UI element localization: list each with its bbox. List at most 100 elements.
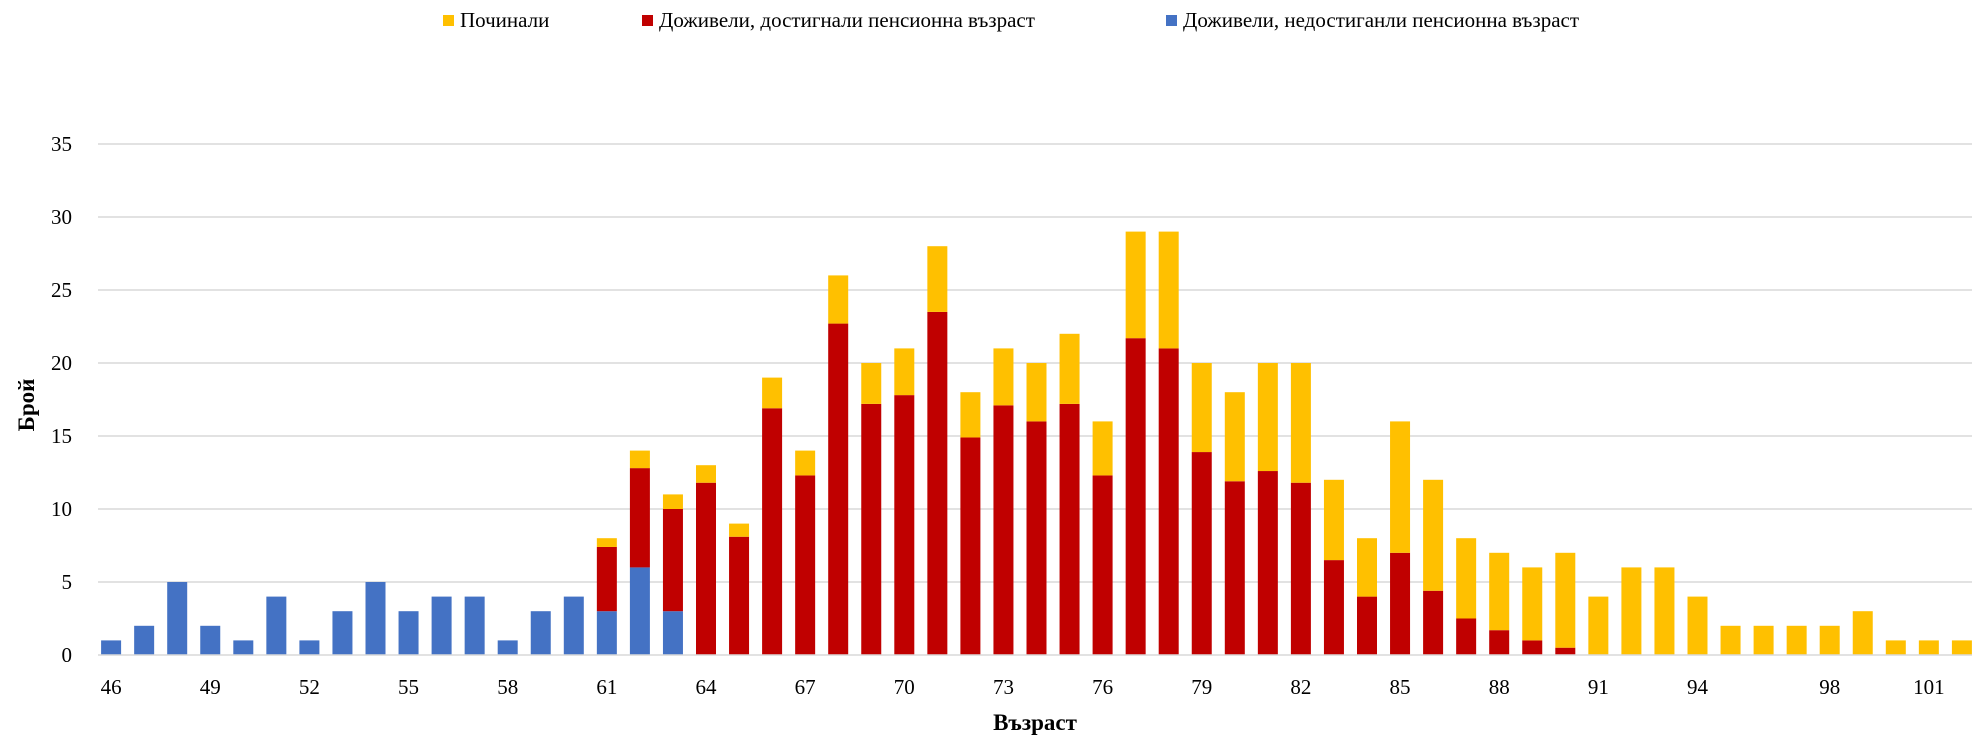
bar-62-series-2: [629, 450, 650, 469]
y-tick-label-0: 0: [62, 643, 73, 667]
bar-50-series-0: [233, 640, 254, 655]
bar-77-series-2: [1125, 231, 1146, 339]
x-tick-label-73: 73: [993, 675, 1014, 699]
x-tick-label-79: 79: [1191, 675, 1212, 699]
bar-90-series-1: [1555, 647, 1576, 655]
bar-59-series-0: [530, 611, 551, 655]
bar-86-series-2: [1423, 479, 1444, 591]
bar-66-series-1: [762, 408, 783, 655]
bar-78-series-2: [1158, 231, 1179, 349]
bar-67-series-2: [795, 450, 816, 476]
bar-97-series-2: [1786, 625, 1807, 655]
bar-58-series-0: [497, 640, 518, 655]
x-axis-ticks: 46 49 52 55 58 61 64 67 70 73 76 79 82 85 88 91 94 98 101: [101, 675, 1945, 699]
bar-65-series-1: [729, 536, 750, 655]
bar-53-series-0: [332, 611, 353, 655]
bar-75-series-1: [1059, 403, 1080, 655]
bar-80-series-1: [1224, 481, 1245, 655]
bar-51-series-0: [266, 596, 287, 655]
bar-84-series-2: [1357, 538, 1377, 597]
bar-47-series-0: [134, 625, 155, 655]
bar-66-series-2: [762, 377, 783, 409]
bar-61-series-1: [596, 546, 617, 612]
y-tick-label-20: 20: [51, 351, 72, 375]
bar-89-series-1: [1522, 640, 1543, 655]
bar-61-series-2: [596, 538, 617, 547]
bar-49-series-0: [200, 625, 221, 655]
bar-94-series-2: [1687, 596, 1708, 655]
bar-71-series-1: [927, 311, 948, 655]
x-tick-label-58: 58: [497, 675, 518, 699]
bar-85-series-1: [1390, 552, 1411, 655]
legend-item-not-retired: Доживели, недостиганли пенсионна възраст: [1166, 8, 1579, 33]
bar-69-series-1: [861, 403, 882, 655]
y-tick-label-35: 35: [51, 132, 72, 156]
y-tick-label-5: 5: [62, 570, 73, 594]
x-tick-label-94: 94: [1687, 675, 1709, 699]
bar-79-series-2: [1191, 363, 1212, 453]
bar-63-series-2: [662, 494, 683, 509]
bar-67-series-1: [795, 475, 816, 655]
bar-72-series-1: [960, 437, 981, 655]
bar-61-series-0: [596, 611, 617, 655]
bar-87-series-1: [1456, 618, 1477, 655]
x-tick-label-70: 70: [894, 675, 915, 699]
bar-88-series-2: [1489, 552, 1510, 631]
bar-82-series-2: [1290, 363, 1311, 483]
bar-91-series-2: [1588, 596, 1609, 655]
legend-item-pochinali: Починали: [443, 8, 549, 33]
bar-95-series-2: [1720, 625, 1741, 655]
bar-81-series-1: [1257, 471, 1278, 655]
x-tick-label-88: 88: [1489, 675, 1510, 699]
bar-63-series-0: [662, 611, 683, 655]
bar-57-series-0: [464, 596, 485, 655]
x-tick-label-101: 101: [1913, 675, 1945, 699]
x-tick-label-67: 67: [795, 675, 816, 699]
bar-74-series-1: [1026, 421, 1047, 655]
bar-89-series-2: [1522, 567, 1543, 641]
bar-76-series-2: [1092, 421, 1113, 476]
bar-68-series-2: [828, 275, 849, 324]
bar-77-series-1: [1125, 338, 1146, 655]
bar-96-series-2: [1753, 625, 1774, 655]
bar-83-series-2: [1323, 479, 1344, 561]
y-tick-label-10: 10: [51, 497, 72, 521]
bar-86-series-1: [1423, 590, 1444, 655]
bar-73-series-1: [993, 405, 1014, 655]
x-tick-label-98: 98: [1819, 675, 1840, 699]
bar-74-series-2: [1026, 363, 1047, 422]
bar-101-series-2: [1918, 640, 1939, 655]
bar-82-series-1: [1290, 482, 1311, 655]
bar-87-series-2: [1456, 538, 1477, 619]
x-tick-label-46: 46: [101, 675, 122, 699]
bar-46-series-0: [101, 640, 122, 655]
chart-legend: Починали Доживели, достигнали пенсионна …: [0, 8, 1972, 34]
bar-88-series-1: [1489, 630, 1510, 655]
y-tick-label-30: 30: [51, 205, 72, 229]
legend-swatch-pochinali: [443, 15, 454, 26]
bars: [101, 231, 1972, 655]
x-tick-label-85: 85: [1390, 675, 1411, 699]
bar-70-series-1: [894, 395, 915, 655]
bar-81-series-2: [1257, 363, 1278, 472]
bar-83-series-1: [1323, 560, 1344, 655]
bar-73-series-2: [993, 348, 1014, 406]
bar-76-series-1: [1092, 475, 1113, 655]
x-tick-label-52: 52: [299, 675, 320, 699]
bar-55-series-0: [398, 611, 419, 655]
legend-swatch-retired: [642, 15, 653, 26]
bar-90-series-2: [1555, 552, 1576, 648]
x-axis-label: Възраст: [993, 710, 1077, 735]
y-axis-ticks: 0 5 10 15 20 25 30 35: [51, 132, 72, 667]
x-tick-label-49: 49: [200, 675, 221, 699]
bar-100-series-2: [1885, 640, 1906, 655]
bar-99-series-2: [1852, 611, 1873, 655]
bar-69-series-2: [861, 363, 882, 404]
bar-102-series-2: [1951, 640, 1972, 655]
bar-80-series-2: [1224, 392, 1245, 482]
bar-71-series-2: [927, 246, 948, 312]
bar-92-series-2: [1621, 567, 1642, 655]
legend-swatch-not-retired: [1166, 15, 1177, 26]
bar-79-series-1: [1191, 452, 1212, 655]
